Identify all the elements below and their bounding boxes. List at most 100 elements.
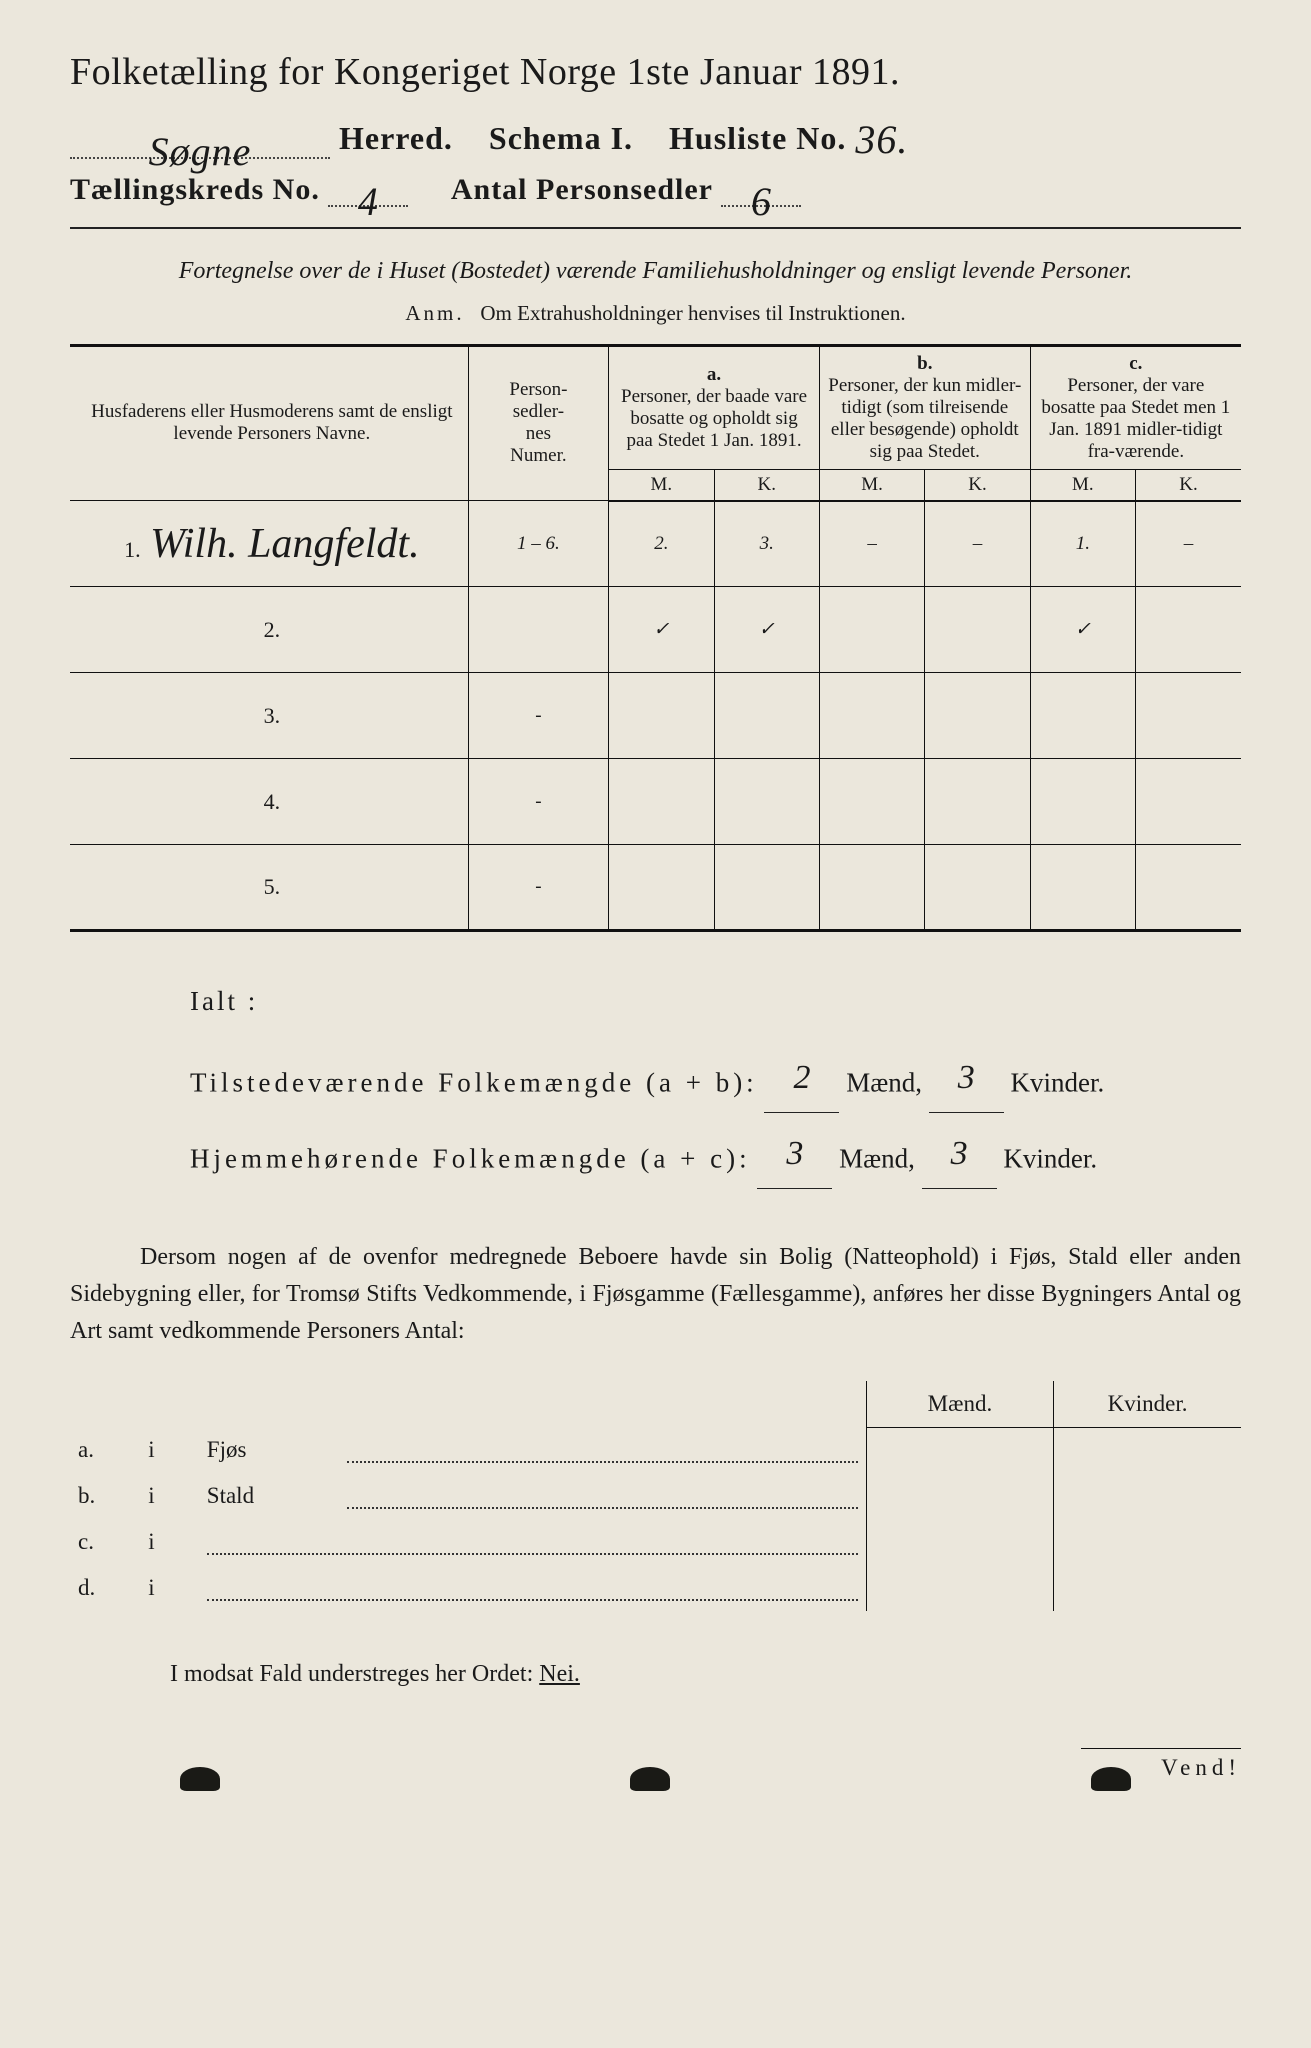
cell-bK: – — [925, 501, 1030, 587]
col-names-header: Husfaderens eller Husmoderens samt de en… — [70, 345, 468, 501]
cell-aK — [714, 673, 819, 759]
dotted-line — [207, 1553, 858, 1555]
cell-bK — [925, 845, 1030, 931]
col-numer-header: Person- sedler- nes Numer. — [468, 345, 609, 501]
col-b-letter: b. — [828, 353, 1022, 375]
tilstede-K-hw: 3 — [958, 1041, 975, 1116]
b-M: M. — [819, 469, 924, 501]
cell-bK — [925, 759, 1030, 845]
herred-handwritten: Søgne — [149, 128, 252, 175]
maend-label: Mænd, — [846, 1068, 922, 1098]
sub-label: Fjøs — [199, 1427, 340, 1473]
row-numer: - — [468, 845, 609, 931]
census-form-page: Folketælling for Kongeriget Norge 1ste J… — [70, 50, 1241, 1781]
binder-hole-icon — [630, 1767, 670, 1791]
header-row-3: Tællingskreds No. 4 Antal Personsedler 6 — [70, 173, 1241, 207]
col-b-top: b. Personer, der kun midler-tidigt (som … — [819, 345, 1030, 469]
col-a-text: Personer, der baade vare bosatte og opho… — [617, 386, 811, 452]
dotted-line — [347, 1461, 857, 1463]
row-numer: - — [468, 759, 609, 845]
sub-label: Stald — [199, 1473, 340, 1519]
cell-bM — [819, 845, 924, 931]
cell-cK: – — [1136, 501, 1241, 587]
table-row: 1. Wilh. Langfeldt. 1 – 6. 2. 3. – – 1. … — [70, 501, 1241, 587]
cell-bM — [819, 759, 924, 845]
cell-aM — [609, 845, 714, 931]
header-row-2: Søgne Herred. Schema I. Husliste No. 36. — [70, 112, 1241, 159]
kreds-label: Tællingskreds No. — [70, 173, 320, 206]
sub-header: Mænd. Kvinder. — [70, 1381, 1241, 1428]
hjemme-label: Hjemmehørende Folkemængde (a + c): — [190, 1144, 751, 1174]
hjemme-M-hw: 3 — [786, 1117, 803, 1192]
sub-k: b. — [70, 1473, 140, 1519]
sub-row: d. i — [70, 1565, 1241, 1611]
sub-row: b. i Stald — [70, 1473, 1241, 1519]
row-numer: - — [468, 673, 609, 759]
row-numer — [468, 587, 609, 673]
hjemme-K-hw: 3 — [951, 1117, 968, 1192]
hjemme-line: Hjemmehørende Folkemængde (a + c): 3 Mæn… — [190, 1113, 1241, 1189]
cell-aM: 2. — [609, 501, 714, 587]
cell-bM — [819, 587, 924, 673]
cell-cM: 1. — [1030, 501, 1135, 587]
maend-label-2: Mænd, — [839, 1144, 915, 1174]
a-M: M. — [609, 469, 714, 501]
sub-m-cell — [866, 1565, 1053, 1611]
tilstede-label: Tilstedeværende Folkemængde (a + b): — [190, 1068, 758, 1098]
nei-word: Nei. — [539, 1661, 580, 1687]
sub-kvinder: Kvinder. — [1054, 1381, 1241, 1428]
cell-aK: 3. — [714, 501, 819, 587]
col-a-letter: a. — [617, 364, 811, 386]
table-header-top: Husfaderens eller Husmoderens samt de en… — [70, 345, 1241, 469]
c-M: M. — [1030, 469, 1135, 501]
sub-m-cell — [866, 1427, 1053, 1473]
antal-handwritten: 6 — [751, 178, 772, 225]
row-num: 4. — [264, 789, 281, 814]
sub-i: i — [140, 1519, 199, 1565]
cell-aK — [714, 845, 819, 931]
para-text: Dersom nogen af de ovenfor medregnede Be… — [70, 1244, 1241, 1344]
table-row: 5. - — [70, 845, 1241, 931]
sub-k-cell — [1054, 1519, 1241, 1565]
sub-i: i — [140, 1473, 199, 1519]
herred-label: Herred. — [339, 120, 453, 156]
row-num: 5. — [264, 874, 281, 899]
col-names-text: Husfaderens eller Husmoderens samt de en… — [91, 401, 452, 444]
row-num: 2. — [264, 617, 281, 642]
col-c-letter: c. — [1039, 353, 1233, 375]
sub-row: c. i — [70, 1519, 1241, 1565]
tilstede-M-hw: 2 — [793, 1041, 810, 1116]
antal-label: Antal Personsedler — [451, 173, 713, 206]
sub-maend: Mænd. — [866, 1381, 1053, 1428]
kvinder-label-2: Kvinder. — [1003, 1144, 1097, 1174]
col-c-text: Personer, der vare bosatte paa Stedet me… — [1039, 375, 1233, 463]
ialt-label: Ialt : — [190, 972, 1241, 1031]
a-K: K. — [714, 469, 819, 501]
cell-cM: ✓ — [1030, 587, 1135, 673]
subheading: Fortegnelse over de i Huset (Bostedet) v… — [70, 255, 1241, 289]
dotted-line — [207, 1599, 858, 1601]
nei-line: I modsat Fald understreges her Ordet: Ne… — [170, 1661, 1241, 1688]
sub-k-cell — [1054, 1565, 1241, 1611]
cell-cK — [1136, 759, 1241, 845]
cell-aM — [609, 673, 714, 759]
side-building-paragraph: Dersom nogen af de ovenfor medregnede Be… — [70, 1239, 1241, 1351]
anm-prefix: Anm. — [405, 301, 464, 325]
cell-aK: ✓ — [714, 587, 819, 673]
c-K: K. — [1136, 469, 1241, 501]
table-row: 3. - — [70, 673, 1241, 759]
col-c-top: c. Personer, der vare bosatte paa Stedet… — [1030, 345, 1241, 469]
row-num: 3. — [264, 703, 281, 728]
binder-hole-icon — [180, 1767, 220, 1791]
binder-hole-icon — [1091, 1767, 1131, 1791]
sub-m-cell — [866, 1519, 1053, 1565]
sub-k-cell — [1054, 1427, 1241, 1473]
divider — [70, 227, 1241, 229]
col-b-text: Personer, der kun midler-tidigt (som til… — [828, 375, 1022, 463]
sub-i: i — [140, 1565, 199, 1611]
row-numer: 1 – 6. — [468, 501, 609, 587]
cell-cK — [1136, 845, 1241, 931]
table-row: 2. ✓ ✓ ✓ — [70, 587, 1241, 673]
sub-k: c. — [70, 1519, 140, 1565]
subheading-text: Fortegnelse over de i Huset (Bostedet) v… — [179, 258, 1133, 284]
